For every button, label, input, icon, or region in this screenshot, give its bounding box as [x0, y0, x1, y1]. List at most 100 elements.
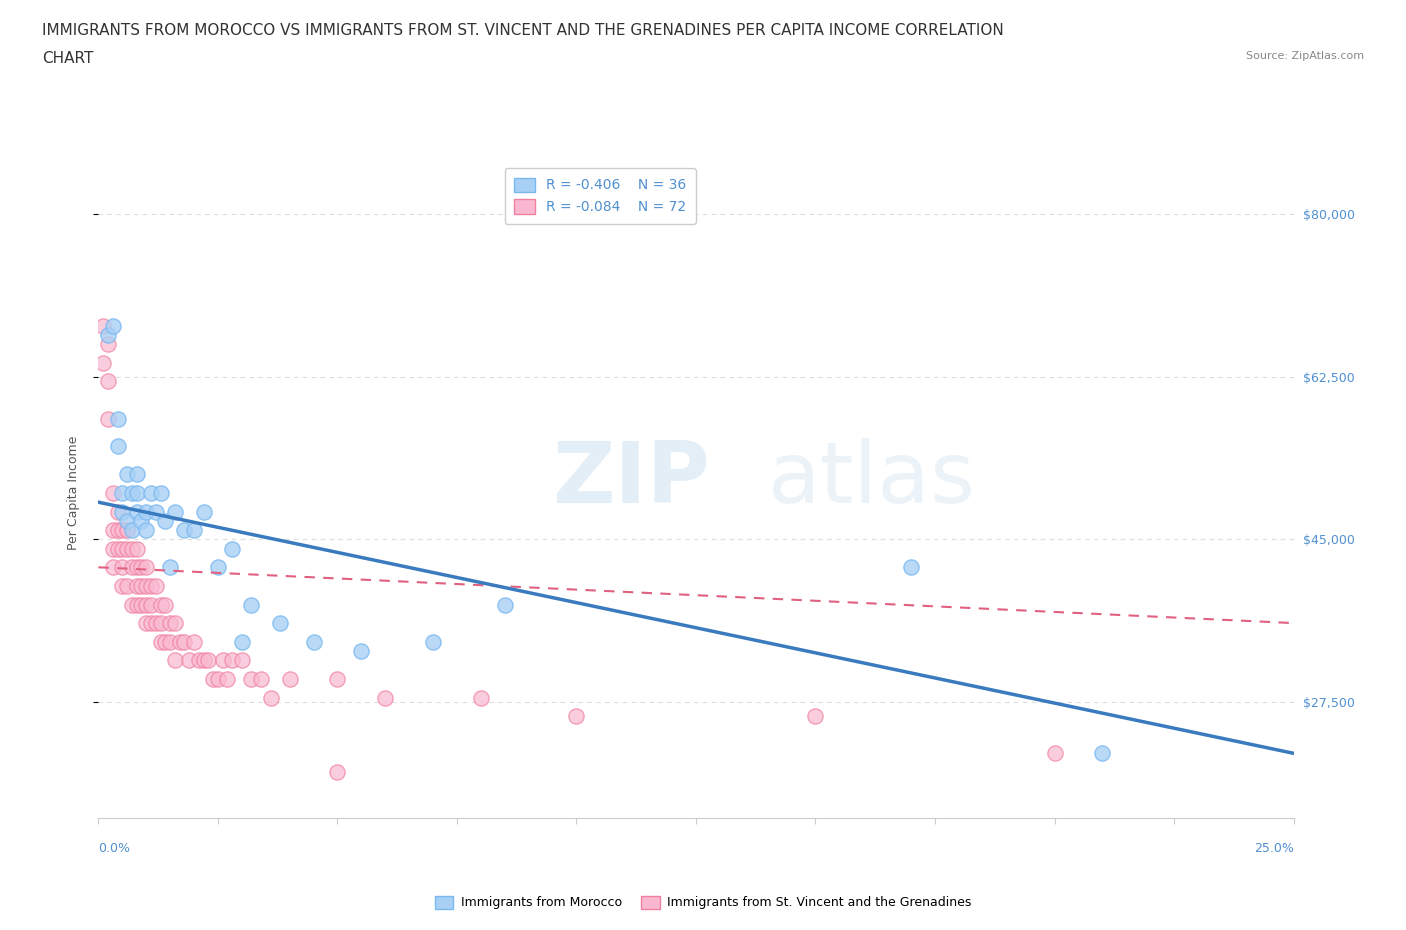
Point	[326, 671, 349, 686]
Y-axis label: Per Capita Income: Per Capita Income	[67, 436, 80, 550]
Point	[111, 541, 134, 556]
Text: 25.0%: 25.0%	[1254, 842, 1294, 855]
Point	[278, 671, 301, 686]
Point	[125, 560, 148, 575]
Point	[231, 634, 253, 649]
Point	[121, 560, 143, 575]
Point	[91, 318, 114, 333]
Point	[135, 597, 157, 612]
Point	[135, 504, 157, 519]
Text: ZIP: ZIP	[553, 438, 710, 522]
Point	[121, 541, 143, 556]
Text: atlas: atlas	[768, 438, 976, 522]
Point	[115, 513, 138, 528]
Point	[149, 485, 172, 500]
Point	[135, 523, 157, 538]
Point	[193, 653, 215, 668]
Point	[107, 411, 129, 426]
Point	[202, 671, 225, 686]
Point	[131, 560, 153, 575]
Point	[145, 504, 167, 519]
Point	[259, 690, 281, 705]
Point	[111, 523, 134, 538]
Point	[145, 578, 167, 593]
Point	[169, 634, 191, 649]
Point	[97, 374, 120, 389]
Point	[121, 597, 143, 612]
Point	[207, 560, 229, 575]
Point	[135, 616, 157, 631]
Legend: Immigrants from Morocco, Immigrants from St. Vincent and the Grenadines: Immigrants from Morocco, Immigrants from…	[430, 891, 976, 914]
Point	[163, 504, 186, 519]
Point	[145, 616, 167, 631]
Point	[494, 597, 516, 612]
Point	[111, 560, 134, 575]
Point	[121, 523, 143, 538]
Point	[115, 541, 138, 556]
Point	[131, 597, 153, 612]
Point	[217, 671, 239, 686]
Point	[107, 439, 129, 454]
Point	[173, 523, 195, 538]
Point	[231, 653, 253, 668]
Point	[125, 467, 148, 482]
Point	[111, 504, 134, 519]
Point	[155, 634, 177, 649]
Point	[240, 671, 263, 686]
Point	[135, 578, 157, 593]
Point	[804, 709, 827, 724]
Text: 0.0%: 0.0%	[98, 842, 131, 855]
Point	[159, 634, 181, 649]
Point	[115, 578, 138, 593]
Point	[111, 485, 134, 500]
Point	[173, 634, 195, 649]
Point	[207, 671, 229, 686]
Legend: R = -0.406    N = 36, R = -0.084    N = 72: R = -0.406 N = 36, R = -0.084 N = 72	[505, 167, 696, 224]
Text: Source: ZipAtlas.com: Source: ZipAtlas.com	[1246, 51, 1364, 61]
Point	[183, 634, 205, 649]
Point	[125, 541, 148, 556]
Point	[125, 578, 148, 593]
Point	[155, 513, 177, 528]
Point	[91, 355, 114, 370]
Point	[240, 597, 263, 612]
Point	[149, 634, 172, 649]
Point	[107, 504, 129, 519]
Point	[350, 644, 373, 658]
Point	[211, 653, 233, 668]
Point	[250, 671, 273, 686]
Point	[159, 616, 181, 631]
Point	[139, 578, 162, 593]
Point	[197, 653, 219, 668]
Point	[101, 318, 124, 333]
Point	[326, 764, 349, 779]
Point	[183, 523, 205, 538]
Point	[565, 709, 588, 724]
Point	[115, 523, 138, 538]
Point	[155, 597, 177, 612]
Point	[111, 578, 134, 593]
Point	[374, 690, 396, 705]
Point	[125, 597, 148, 612]
Point	[125, 485, 148, 500]
Point	[135, 560, 157, 575]
Text: IMMIGRANTS FROM MOROCCO VS IMMIGRANTS FROM ST. VINCENT AND THE GRENADINES PER CA: IMMIGRANTS FROM MOROCCO VS IMMIGRANTS FR…	[42, 23, 1004, 38]
Point	[101, 560, 124, 575]
Point	[115, 467, 138, 482]
Point	[221, 653, 243, 668]
Point	[107, 523, 129, 538]
Point	[139, 616, 162, 631]
Point	[1091, 746, 1114, 761]
Point	[163, 616, 186, 631]
Point	[101, 541, 124, 556]
Point	[193, 504, 215, 519]
Point	[107, 541, 129, 556]
Point	[121, 485, 143, 500]
Point	[139, 485, 162, 500]
Point	[163, 653, 186, 668]
Point	[302, 634, 325, 649]
Point	[131, 513, 153, 528]
Point	[97, 337, 120, 352]
Point	[187, 653, 209, 668]
Point	[149, 616, 172, 631]
